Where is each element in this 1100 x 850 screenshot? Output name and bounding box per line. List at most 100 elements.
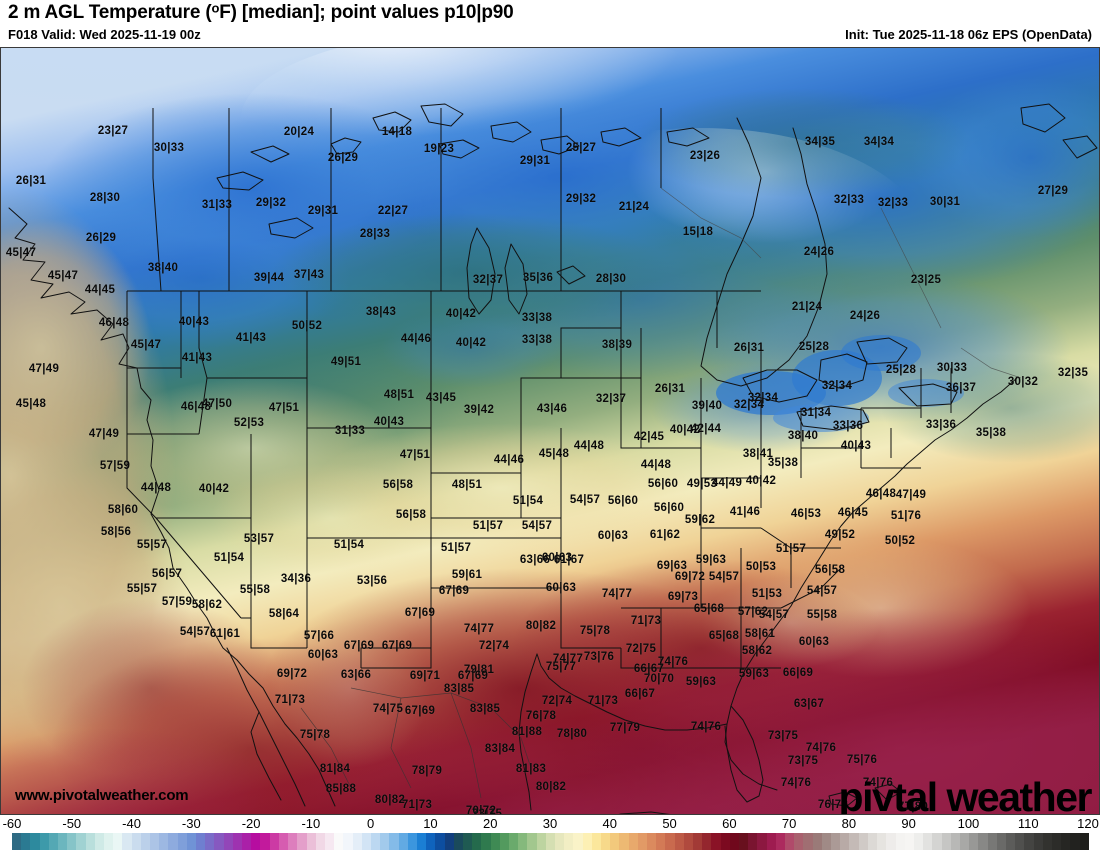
colorbar-swatch [242,833,252,850]
colorbar-swatch [407,833,417,850]
point-value-label: 43|45 [425,392,457,404]
colorbar[interactable]: -60 -50 -40 -30 -20 -10 0 10 20 30 40 50 60 70 80 90 100… [0,816,1100,850]
colorbar-swatch [1005,833,1016,850]
point-value-label: 45|48 [15,398,47,410]
point-value-label: 56|58 [814,564,846,576]
colorbar-swatch [214,833,224,850]
colorbar-swatch [619,833,629,850]
point-value-label: 51|54 [333,539,365,551]
colorbar-swatch [628,833,638,850]
point-value-label: 78|79 [411,765,443,777]
colorbar-swatch [85,833,95,850]
colorbar-swatch [647,833,657,850]
point-value-label: 48|51 [383,389,415,401]
point-value-label: 76|78 [525,710,557,722]
point-value-label: 26|29 [85,232,117,244]
colorbar-swatch [821,833,832,850]
point-value-label: 25|28 [798,341,830,353]
valid-time-label: F018 Valid: Wed 2025-11-19 00z [8,27,201,42]
colorbar-tick: 60 [722,816,737,831]
point-value-label: 50|52 [884,535,916,547]
colorbar-swatch [361,833,371,850]
point-value-label: 38|43 [365,306,397,318]
point-value-label: 66|67 [624,688,656,700]
colorbar-swatch [21,833,31,850]
colorbar-swatch [610,833,620,850]
colorbar-swatch [168,833,178,850]
point-value-label: 51|54 [213,552,245,564]
point-value-label: 20|24 [283,126,315,138]
colorbar-swatch [720,833,730,850]
colorbar-swatch [554,833,565,850]
point-value-label: 45|47 [5,247,37,259]
colorbar-swatch [987,833,997,850]
point-value-label: 33|38 [521,334,553,346]
colorbar-tick: 120 [1077,816,1099,831]
colorbar-swatch [48,833,59,850]
title-pre: 2 m AGL Temperature ( [8,2,212,23]
point-value-label: 54|57 [806,585,838,597]
point-value-label: 42|44 [690,423,722,435]
point-value-label: 47|49 [88,428,120,440]
point-value-label: 60|63 [798,636,830,648]
point-value-label: 26|31 [733,342,765,354]
colorbar-gradient[interactable] [12,833,1089,850]
point-value-label: 74|77 [463,623,495,635]
point-value-label: 59|63 [685,676,717,688]
point-value-label: 57|59 [99,460,131,472]
political-borders [126,108,1022,799]
geography-outlines [8,103,1098,814]
point-value-label: 23|27 [97,125,129,137]
point-value-label: 83|85 [469,703,501,715]
point-value-label: 40|42 [455,337,487,349]
point-value-label: 57|59 [161,596,193,608]
point-value-label: 78|80 [556,728,588,740]
colorbar-swatch [766,833,776,850]
map-canvas[interactable]: 23|27 26|31 30|33 28|30 31|33 29|32 29|31 26|29… [1,48,1099,814]
point-value-label: 44|46 [400,333,432,345]
colorbar-swatch [205,833,215,850]
point-value-label: 74|76 [805,742,837,754]
point-value-label: 49|53 [686,478,718,490]
point-value-label: 42|45 [633,431,665,443]
point-value-label: 59|63 [695,554,727,566]
point-value-label: 30|33 [936,362,968,374]
colorbar-swatch [416,833,427,850]
point-value-label: 75|78 [299,729,331,741]
point-value-label: 26|31 [654,383,686,395]
point-value-label: 44|49 [711,477,743,489]
colorbar-swatch [324,833,335,850]
point-value-label: 32|34 [733,399,765,411]
point-value-label: 46|48 [865,488,897,500]
point-value-label: 32|33 [877,197,909,209]
colorbar-tick: -20 [241,816,261,831]
point-value-label: 47|51 [268,402,300,414]
point-value-label: 22|27 [377,205,409,217]
point-value-label: 74|77 [601,588,633,600]
point-value-label: 32|34 [747,392,779,404]
colorbar-swatch [941,833,951,850]
colorbar-swatch [591,833,601,850]
point-value-label: 73|75 [787,755,819,767]
colorbar-swatch [867,833,878,850]
point-value-label: 80|82 [374,794,406,806]
map-viewport[interactable]: 23|27 26|31 30|33 28|30 31|33 29|32 29|31 26|29… [0,47,1100,815]
colorbar-swatch [1051,833,1062,850]
point-value-label: 81|84 [319,763,351,775]
point-value-label: 32|37 [472,274,504,286]
colorbar-swatch [288,833,298,850]
point-value-label: 50|52 [291,320,323,332]
colorbar-swatch [683,833,694,850]
colorbar-swatch [223,833,233,850]
point-value-label: 28|30 [89,192,121,204]
point-value-label: 54|57 [758,609,790,621]
point-value-label: 39|42 [463,404,495,416]
point-value-label: 69|72 [674,571,706,583]
colorbar-swatch [113,833,123,850]
pivotal-weather-logo: pivtal weather [839,777,1093,815]
point-value-label: 35|38 [767,457,799,469]
colorbar-swatch [508,833,519,850]
colorbar-swatch [536,833,546,850]
point-value-label: 51|54 [512,495,544,507]
point-value-label: 24|26 [849,310,881,322]
